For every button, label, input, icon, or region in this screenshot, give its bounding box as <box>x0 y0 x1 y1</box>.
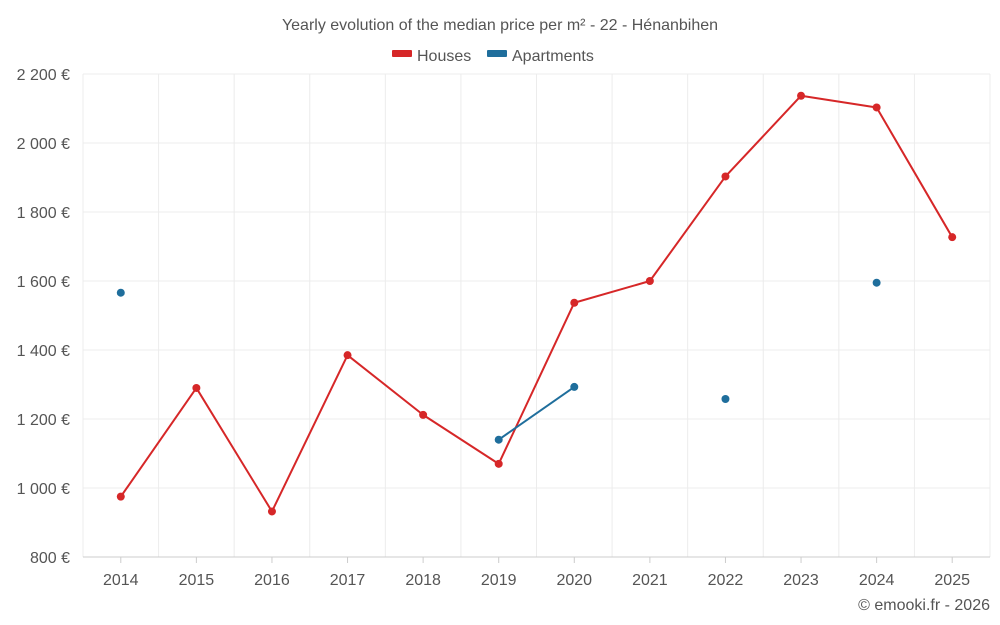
x-axis: 2014 2015 2016 2017 2018 2019 2020 2021 2022 2023… <box>103 557 970 589</box>
legend-label-houses[interactable]: Houses <box>417 48 471 65</box>
y-tick-label: 1 200 € <box>17 412 70 429</box>
series-line-apartments <box>498 386 575 441</box>
y-tick-label: 1 800 € <box>17 205 70 222</box>
x-tick-label: 2014 <box>103 572 139 589</box>
x-tick-label: 2025 <box>934 572 970 589</box>
credit-text: © emooki.fr - 2026 <box>858 597 990 614</box>
x-tick-label: 2024 <box>859 572 895 589</box>
y-tick-label: 2 200 € <box>17 67 70 84</box>
data-point-houses[interactable] <box>116 492 125 501</box>
x-tick-label: 2021 <box>632 572 668 589</box>
data-point-apartments[interactable] <box>721 394 730 403</box>
series-layer <box>116 91 957 516</box>
data-point-houses[interactable] <box>419 410 428 419</box>
x-tick-label: 2019 <box>481 572 517 589</box>
data-point-houses[interactable] <box>267 507 276 516</box>
y-tick-label: 1 000 € <box>17 481 70 498</box>
x-tick-label: 2018 <box>405 572 441 589</box>
y-tick-label: 1 600 € <box>17 274 70 291</box>
data-point-houses[interactable] <box>948 233 957 242</box>
y-tick-label: 800 € <box>30 550 70 567</box>
x-tick-label: 2016 <box>254 572 290 589</box>
data-point-apartments[interactable] <box>872 278 881 287</box>
legend-swatch-apartments[interactable] <box>487 50 507 57</box>
legend: Houses Apartments <box>392 48 594 65</box>
x-tick-label: 2015 <box>179 572 215 589</box>
data-point-houses[interactable] <box>645 277 654 285</box>
data-point-houses[interactable] <box>797 91 806 100</box>
y-tick-label: 2 000 € <box>17 136 70 153</box>
legend-swatch-houses[interactable] <box>392 50 412 57</box>
x-tick-label: 2022 <box>708 572 744 589</box>
y-tick-label: 1 400 € <box>17 343 70 360</box>
data-point-houses[interactable] <box>192 383 201 392</box>
data-point-apartments[interactable] <box>570 382 579 391</box>
legend-label-apartments[interactable]: Apartments <box>512 48 594 65</box>
data-point-houses[interactable] <box>721 172 730 181</box>
data-point-apartments[interactable] <box>494 435 503 444</box>
data-point-houses[interactable] <box>872 103 881 112</box>
data-point-houses[interactable] <box>570 298 579 307</box>
y-axis: 800 € 1 000 € 1 200 € 1 400 € 1 600 € 1 800 €… <box>17 67 70 567</box>
x-tick-label: 2017 <box>330 572 366 589</box>
chart-title: Yearly evolution of the median price per… <box>282 17 718 34</box>
x-tick-label: 2020 <box>556 572 592 589</box>
data-point-houses[interactable] <box>343 351 352 360</box>
data-point-apartments[interactable] <box>116 288 125 297</box>
series-line-houses <box>119 94 954 513</box>
x-tick-label: 2023 <box>783 572 819 589</box>
grid <box>82 73 991 558</box>
data-point-houses[interactable] <box>494 459 503 468</box>
